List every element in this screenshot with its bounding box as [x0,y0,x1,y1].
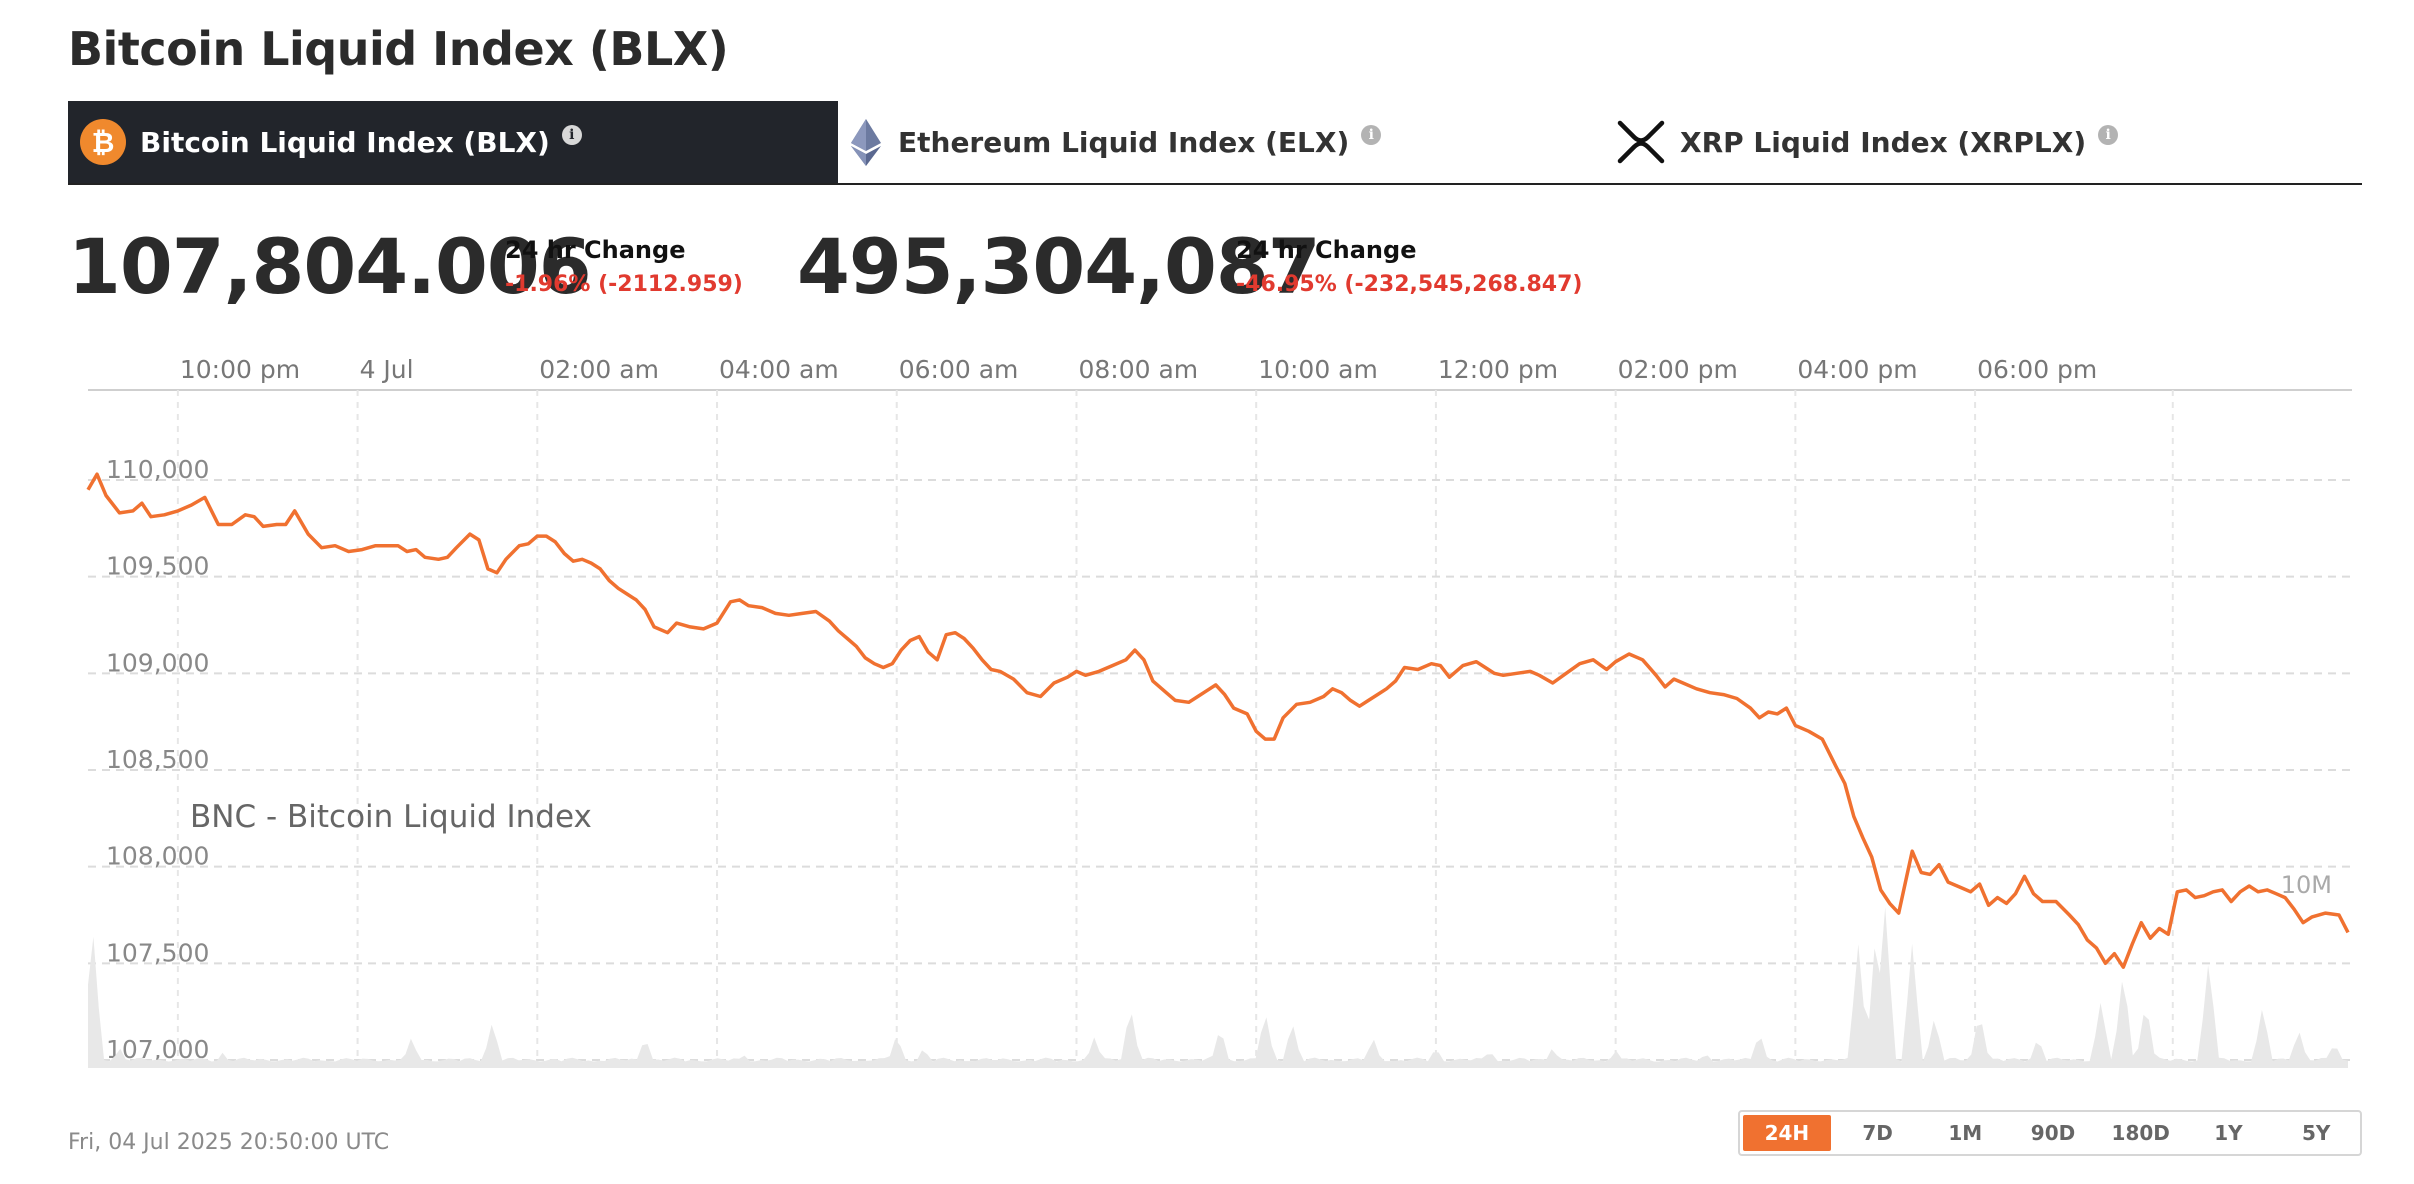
y-tick-label: 110,000 [106,455,209,484]
tab-bitcoin-label: Bitcoin Liquid Index (BLX) [140,125,550,159]
y-tick-label: 108,500 [106,745,209,774]
x-tick-label: 02:00 am [539,355,659,384]
tab-ethereum[interactable]: Ethereum Liquid Index (ELX) i [848,101,1608,183]
index-tabs: ₿ Bitcoin Liquid Index (BLX) i Ethereum … [68,101,2362,185]
series-label: BNC - Bitcoin Liquid Index [190,799,592,835]
chart-timestamp: Fri, 04 Jul 2025 20:50:00 UTC [68,1130,390,1155]
volume-area [88,907,2348,1068]
range-24h-button[interactable]: 24H [1743,1115,1831,1151]
tab-bitcoin[interactable]: ₿ Bitcoin Liquid Index (BLX) i [68,101,838,183]
x-tick-label: 06:00 am [899,355,1019,384]
price-change-label: 24 hr Change [505,236,686,264]
volume-change-value: -46.95% (-232,545,268.847) [1236,272,1583,297]
x-tick-label: 08:00 am [1078,355,1198,384]
x-tick-label: 04:00 pm [1797,355,1917,384]
volume-scale-label: 10M [2281,871,2332,899]
volume-value: 495,304,087 [797,222,1321,311]
y-tick-label: 108,000 [106,842,209,871]
y-tick-label: 109,000 [106,648,209,677]
ethereum-icon [848,117,884,167]
range-7d-button[interactable]: 7D [1862,1121,1893,1145]
info-icon[interactable]: i [1361,125,1382,145]
page-title: Bitcoin Liquid Index (BLX) [68,22,729,76]
bitcoin-icon: ₿ [80,119,126,165]
tab-xrp[interactable]: XRP Liquid Index (XRPLX) i [1616,101,2356,183]
range-5y-button[interactable]: 5Y [2301,1121,2331,1145]
range-90d-button[interactable]: 90D [2030,1121,2076,1145]
x-tick-label: 10:00 pm [180,355,300,384]
x-tick-label: 10:00 am [1258,355,1378,384]
tab-ethereum-label: Ethereum Liquid Index (ELX) [898,125,1350,159]
price-chart[interactable]: 10:00 pm 4 Jul 02:00 am 04:00 am 06:00 am 08:… [0,330,2414,1090]
y-tick-label: 107,500 [106,938,209,967]
x-tick-label: 06:00 pm [1977,355,2097,384]
info-icon[interactable]: i [2098,125,2119,145]
x-tick-label: 04:00 am [719,355,839,384]
x-tick-label: 12:00 pm [1438,355,1558,384]
info-icon[interactable]: i [561,125,582,145]
x-tick-label: 4 Jul [360,355,414,384]
price-change-value: -1.96% (-2112.959) [505,272,743,297]
range-1m-button[interactable]: 1M [1948,1121,1983,1145]
range-180d-button[interactable]: 180D [2111,1121,2170,1145]
price-series-line [86,472,2350,969]
xrp-icon [1616,120,1666,164]
range-selector: 24H 7D 1M 90D 180D 1Y 5Y [1738,1110,2362,1156]
range-1y-button[interactable]: 1Y [2214,1121,2243,1145]
x-tick-label: 02:00 pm [1618,355,1738,384]
price-value: 107,804.006 [68,222,592,311]
y-tick-label: 109,500 [106,552,209,581]
tab-xrp-label: XRP Liquid Index (XRPLX) [1680,125,2087,159]
volume-change-label: 24 hr Change [1236,236,1417,264]
